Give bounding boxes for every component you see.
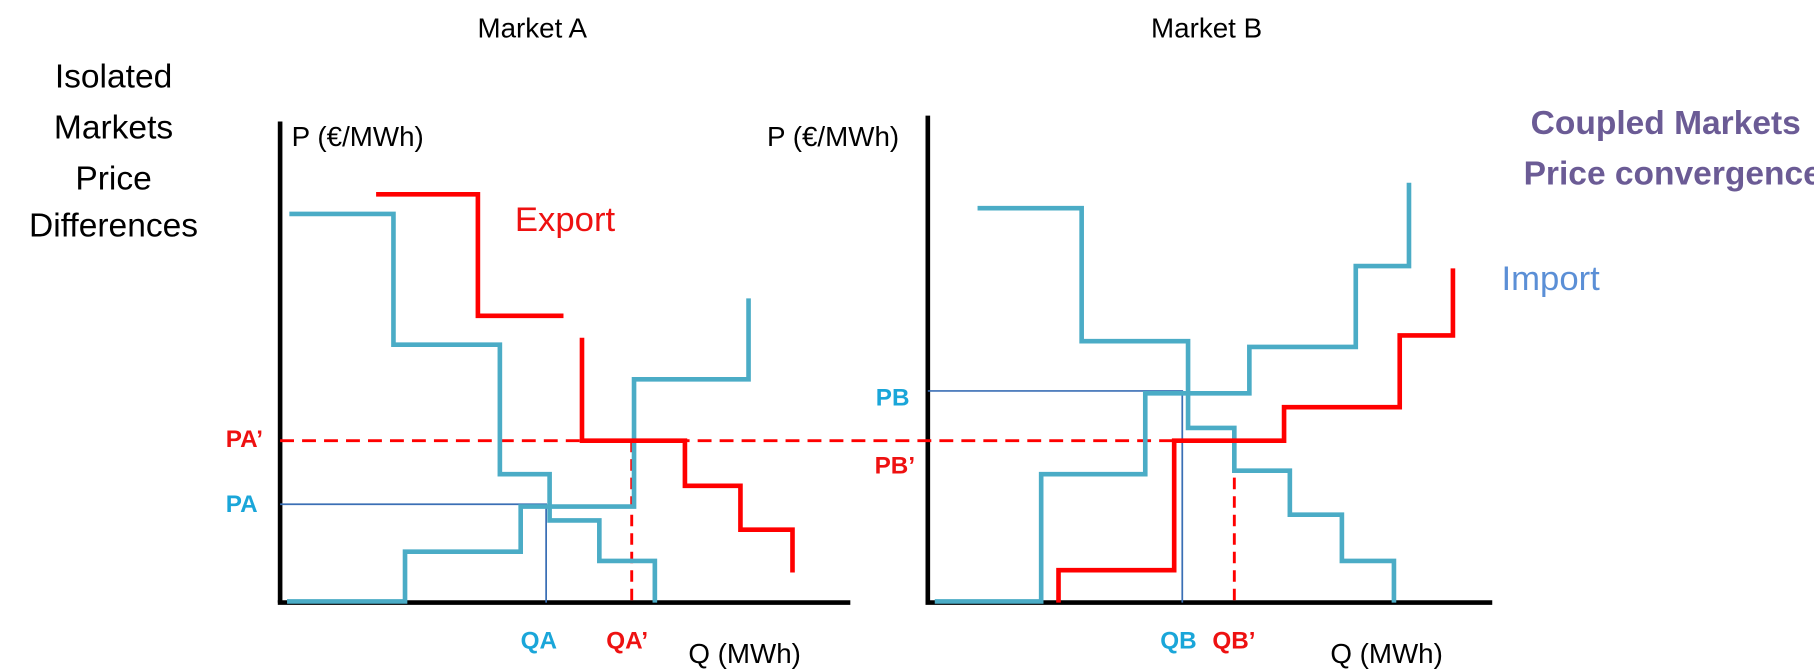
right-note: Coupled Markets — [1531, 105, 1801, 142]
flow-label: Export — [515, 201, 616, 239]
export-curve — [376, 192, 564, 319]
supply-curve — [934, 182, 1412, 604]
price-label: PB — [876, 384, 910, 411]
price-label: PB’ — [875, 453, 915, 480]
quantity-label: QA’ — [606, 627, 648, 654]
left-note: Markets — [54, 109, 173, 146]
price-label: PA — [226, 491, 258, 518]
quantity-label: QB’ — [1212, 627, 1255, 654]
x-axis-label: Q (MWh) — [1330, 638, 1443, 669]
flow-label: Import — [1502, 260, 1601, 298]
left-note: Differences — [29, 208, 198, 245]
quantity-label: QB — [1160, 627, 1196, 654]
price-label: PA’ — [226, 426, 263, 453]
import-curve — [1056, 268, 1456, 603]
quantity-label: QA — [521, 627, 557, 654]
left-note: Price — [75, 160, 151, 197]
right-note: Price convergence — [1524, 156, 1814, 193]
x-axis-label: Q (MWh) — [688, 638, 801, 669]
y-axis-label: P (€/MWh) — [292, 121, 424, 152]
demand-curve — [289, 211, 658, 603]
demand-curve — [977, 205, 1397, 603]
y-axis-label: P (€/MWh) — [767, 121, 899, 152]
export-curve — [579, 337, 795, 573]
market-title: Market B — [1151, 12, 1262, 43]
market-title: Market A — [478, 12, 588, 43]
left-note: Isolated — [55, 59, 172, 96]
supply-curve — [287, 298, 751, 604]
